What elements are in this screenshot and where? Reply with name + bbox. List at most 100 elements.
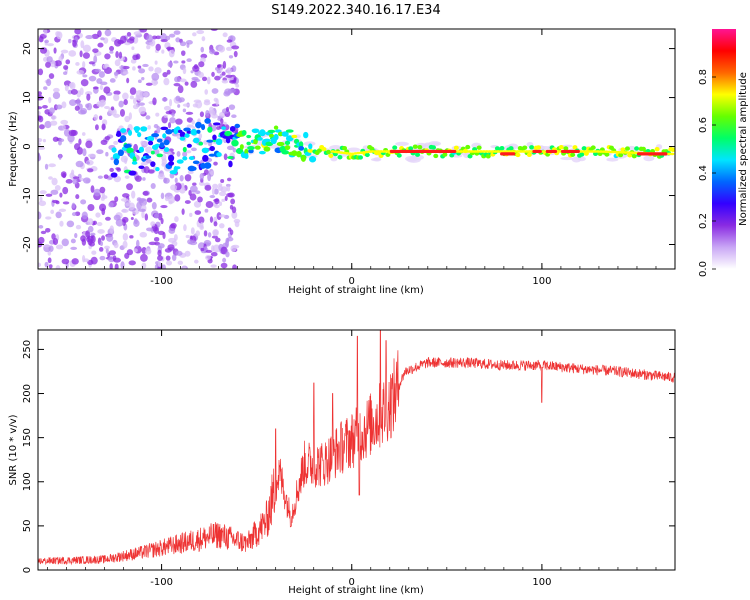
noise-blob	[186, 42, 190, 48]
noise-blob	[86, 161, 90, 165]
noise-blob	[45, 227, 51, 233]
noise-blob	[169, 117, 176, 124]
spectrum-blob	[433, 153, 439, 159]
spectrum-blob	[182, 156, 188, 161]
noise-blob	[118, 51, 123, 59]
spectrum-blob	[229, 125, 236, 132]
noise-blob	[44, 39, 50, 44]
noise-blob	[205, 249, 213, 253]
noise-blob	[150, 221, 156, 227]
noise-blob	[113, 175, 122, 183]
spectrum-blob	[198, 141, 204, 146]
spectrum-blob	[408, 146, 414, 151]
noise-blob	[72, 178, 78, 185]
spectrum-blob	[522, 145, 528, 150]
noise-blob	[226, 145, 235, 151]
spectrum-blob	[196, 129, 201, 134]
spectrum-blob	[258, 150, 266, 155]
noise-blob	[217, 64, 222, 68]
noise-blob	[54, 60, 62, 67]
noise-blob	[182, 151, 188, 157]
noise-blob	[218, 191, 227, 197]
x-tick-label: -100	[150, 276, 173, 287]
noise-blob	[109, 78, 116, 83]
spectrum-blob	[155, 166, 160, 172]
noise-blob	[55, 104, 63, 110]
noise-blob	[47, 257, 52, 264]
noise-blob	[93, 114, 99, 121]
noise-blob	[43, 244, 51, 248]
noise-blob	[38, 124, 45, 130]
noise-blob	[113, 71, 119, 76]
noise-blob	[129, 87, 137, 95]
spectrum-blob	[364, 152, 370, 158]
spectrum-blob	[192, 137, 200, 144]
spectrum-blob	[133, 126, 141, 132]
noise-blob	[182, 108, 187, 113]
noise-blob	[186, 58, 192, 62]
noise-blob	[105, 216, 111, 221]
snr-y-axis-label: SNR (10 * v/v)	[8, 414, 19, 485]
noise-blob	[197, 242, 205, 250]
spectrum-blob	[337, 155, 343, 160]
noise-blob	[44, 120, 52, 129]
noise-blob	[63, 65, 69, 70]
noise-blob	[213, 161, 218, 166]
noise-blob	[230, 245, 237, 252]
noise-blob	[109, 167, 114, 173]
noise-blob	[103, 174, 109, 179]
noise-blob	[199, 111, 205, 118]
noise-blob	[91, 250, 97, 255]
noise-blob	[104, 245, 110, 250]
noise-blob	[99, 255, 106, 261]
noise-blob	[75, 194, 80, 200]
noise-blob	[166, 46, 174, 51]
noise-blob	[148, 241, 157, 246]
noise-blob	[132, 104, 139, 110]
noise-blob	[73, 143, 81, 151]
noise-blob	[161, 158, 167, 165]
noise-blob	[229, 204, 234, 210]
spectrum-blob	[526, 152, 532, 157]
spectrum-blob	[499, 146, 505, 151]
spectrum-blob	[184, 133, 190, 138]
spectrum-blob	[176, 159, 184, 164]
noise-blob	[62, 124, 66, 131]
noise-blob	[211, 187, 215, 196]
noise-blob	[138, 208, 146, 212]
noise-blob	[87, 218, 94, 226]
noise-blob	[104, 29, 112, 37]
noise-blob	[113, 242, 119, 249]
noise-blob	[61, 258, 70, 265]
noise-blob	[224, 195, 228, 202]
noise-blob	[87, 203, 95, 212]
noise-blob	[132, 97, 137, 105]
noise-blob	[98, 247, 104, 252]
spectrum-blob	[145, 155, 152, 159]
spectrum-blob	[296, 150, 302, 158]
noise-blob	[194, 78, 201, 82]
hot-segment	[389, 149, 457, 154]
noise-blob	[68, 38, 72, 44]
noise-blob	[42, 104, 48, 109]
noise-blob	[44, 163, 49, 170]
noise-blob	[225, 239, 230, 247]
noise-blob	[161, 264, 167, 269]
noise-blob	[90, 256, 98, 265]
noise-blob	[145, 115, 151, 120]
spectrum-blob	[137, 132, 142, 138]
noise-blob	[231, 211, 238, 219]
noise-blob	[227, 227, 232, 232]
x-tick-label: 100	[532, 276, 551, 287]
spectrum-blob	[165, 129, 173, 135]
noise-blob	[108, 250, 116, 256]
noise-blob	[181, 208, 185, 215]
spectrum-blob	[417, 145, 423, 150]
spectrum-blob	[308, 143, 313, 150]
spectrum-blob	[267, 129, 276, 133]
noise-blob	[181, 60, 186, 64]
noise-blob	[59, 192, 63, 198]
y-tick-label: 20	[22, 42, 33, 55]
noise-blob	[139, 29, 148, 33]
noise-blob	[213, 221, 218, 227]
